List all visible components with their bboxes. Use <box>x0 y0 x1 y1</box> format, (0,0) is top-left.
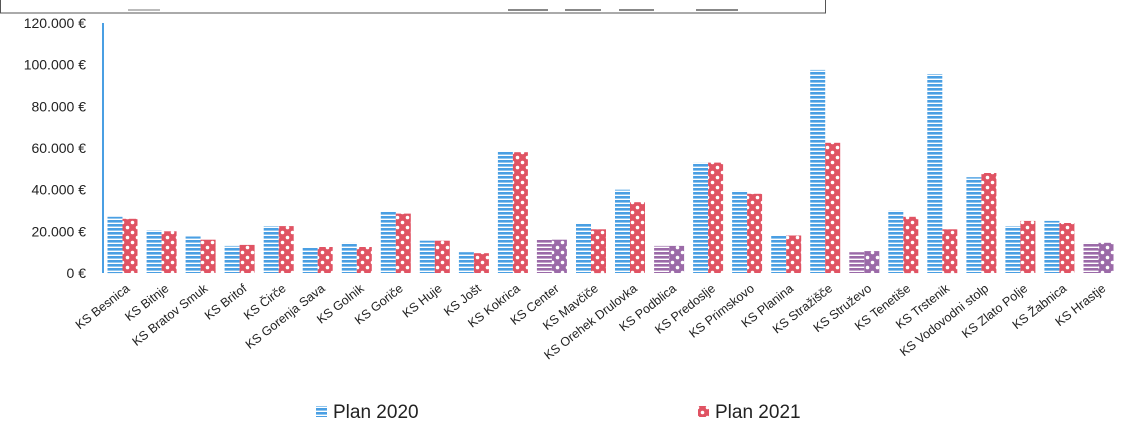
bar-plan-2020-ks-podblica <box>654 245 670 273</box>
bar-plan-2021-ks-struzevo <box>864 251 880 273</box>
y-tick-label: 80.000 € <box>32 98 87 114</box>
bar-plan-2021-ks-mavcice <box>591 229 606 274</box>
bar-plan-2020-ks-kokrica <box>497 151 513 273</box>
bar-plan-2021-ks-huje <box>434 240 450 273</box>
x-tick-label-ks-besnica: KS Besnica <box>73 281 133 332</box>
bar-plan-2021-ks-primskovo <box>747 193 763 273</box>
bar-plan-2020-ks-planina <box>771 235 787 273</box>
bar-plan-2021-ks-gorice <box>395 213 411 273</box>
bar-plan-2020-ks-gorice <box>380 211 396 273</box>
y-tick-label: 0 € <box>67 265 87 281</box>
legend-swatch-plan-2021 <box>698 406 709 417</box>
bar-plan-2021-ks-predoslje <box>708 162 724 273</box>
y-tick-label: 40.000 € <box>32 182 87 198</box>
y-tick-label: 120.000 € <box>24 15 86 31</box>
bar-plan-2021-ks-gorenja-sava <box>317 247 333 273</box>
x-tick-label-ks-huje: KS Huje <box>400 281 445 320</box>
bar-plan-2021-ks-strazisce <box>825 142 841 273</box>
y-tick-label: 100.000 € <box>24 57 86 73</box>
legend-label-plan-2021: Plan 2021 <box>715 402 801 423</box>
bar-plan-2021-ks-center <box>551 239 567 273</box>
bar-plan-2021-ks-bratov-smuk <box>200 239 216 273</box>
bar-plan-2020-ks-golnik <box>341 242 357 273</box>
bar-plan-2021-ks-zabnica <box>1059 223 1075 273</box>
bar-plan-2020-ks-mavcice <box>576 223 591 273</box>
legend: Plan 2020 Plan 2021 <box>316 402 801 423</box>
bar-plan-2020-ks-besnica <box>107 216 123 274</box>
bar-plan-2020-ks-orehek-drulovka <box>615 189 630 273</box>
bar-plan-2020-ks-center <box>536 239 552 273</box>
bars <box>107 69 1114 274</box>
bar-plan-2020-ks-britof <box>224 245 240 273</box>
legend-label-plan-2020: Plan 2020 <box>333 402 419 423</box>
legend-swatch-plan-2020 <box>316 406 327 417</box>
bar-plan-2021-ks-zlato-polje <box>1020 220 1036 273</box>
bar-plan-2020-ks-predoslje <box>693 162 709 273</box>
bar-plan-2020-ks-strazisce <box>810 69 826 274</box>
bar-plan-2020-ks-jost <box>458 252 474 273</box>
bar-plan-2021-ks-podblica <box>669 245 685 273</box>
bar-plan-2021-ks-bitnje <box>161 231 177 273</box>
bar-plan-2021-ks-vodovodni-stolp <box>981 173 997 273</box>
bar-plan-2021-ks-kokrica <box>512 152 528 273</box>
bar-plan-2020-ks-vodovodni-stolp <box>966 177 982 273</box>
x-tick-label-ks-britof: KS Britof <box>202 281 250 323</box>
y-axis: 0 € 20.000 € 40.000 € 60.000 € 80.000 € 100.0… <box>24 15 104 281</box>
bar-plan-2020-ks-bitnje <box>146 230 162 273</box>
bar-plan-2020-ks-struzevo <box>849 252 865 273</box>
bar-plan-2021-ks-jost <box>473 253 489 273</box>
bar-plan-2020-ks-circe <box>263 226 279 273</box>
bar-plan-2020-ks-tenetise <box>888 210 904 273</box>
bar-plan-2021-ks-orehek-drulovka <box>630 202 645 273</box>
bar-plan-2020-ks-primskovo <box>732 190 748 273</box>
bar-plan-2020-ks-bratov-smuk <box>185 236 201 273</box>
bar-plan-2021-ks-circe <box>278 226 294 273</box>
bar-plan-2020-ks-hrastje <box>1083 242 1099 273</box>
bar-plan-2021-ks-besnica <box>122 218 138 273</box>
bar-plan-2021-ks-trstenik <box>942 229 958 274</box>
y-tick-label: 60.000 € <box>32 140 87 156</box>
bar-plan-2021-ks-tenetise <box>903 216 919 274</box>
bar-plan-2021-ks-planina <box>786 235 802 273</box>
bar-plan-2021-ks-hrastje <box>1098 242 1114 273</box>
bar-plan-2020-ks-zlato-polje <box>1005 226 1021 273</box>
y-tick-label: 20.000 € <box>32 223 87 239</box>
top-toolbar-strip <box>0 0 826 14</box>
bar-plan-2021-ks-golnik <box>356 247 372 273</box>
bar-plan-2021-ks-britof <box>239 244 255 273</box>
bar-plan-2020-ks-huje <box>419 240 435 273</box>
bar-plan-2020-ks-gorenja-sava <box>302 248 318 273</box>
bar-plan-2020-ks-trstenik <box>927 74 943 273</box>
bar-plan-2020-ks-zabnica <box>1044 220 1060 273</box>
